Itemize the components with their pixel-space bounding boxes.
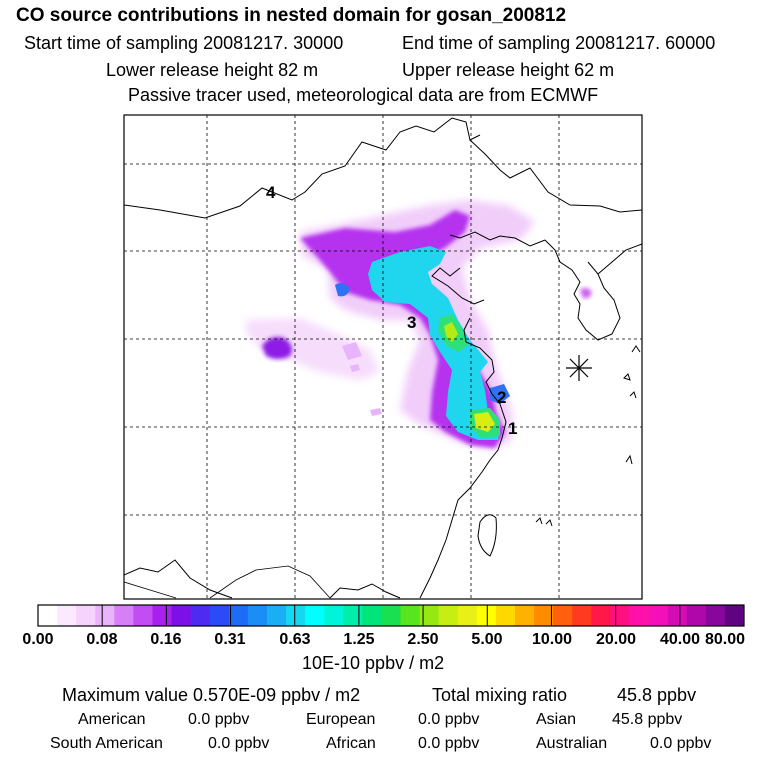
colorbar-cell <box>266 605 287 626</box>
colorbar-tick: 0.00 <box>22 631 54 648</box>
colorbar-cell <box>114 605 134 626</box>
colorbar-cell <box>190 605 211 626</box>
colorbar-cell <box>534 605 554 626</box>
map-frame <box>123 114 643 600</box>
colorbar-cell <box>133 605 153 626</box>
colorbar-tick: 10.00 <box>531 631 573 648</box>
colorbar-cell <box>629 605 650 626</box>
colorbar-cell <box>591 605 611 626</box>
colorbar-tick: 0.31 <box>214 631 246 648</box>
colorbar-cell <box>648 605 669 626</box>
source-value: 0.0 ppbv <box>208 735 270 752</box>
colorbar-cell <box>438 605 459 626</box>
colorbar-tick: 20.00 <box>595 631 637 648</box>
colorbar-tick: 0.63 <box>279 631 311 648</box>
plume-blue-edge <box>335 283 350 297</box>
colorbar-cell <box>57 605 77 626</box>
colorbar-tick: 0.08 <box>86 631 118 648</box>
colorbar-cell <box>305 605 325 626</box>
colorbar-tick: 40.00 <box>659 631 701 648</box>
colorbar-cell <box>324 605 344 626</box>
tracer-note: Passive tracer used, meteorological data… <box>128 85 599 105</box>
colorbar-cell <box>362 605 382 626</box>
colorbar-cell <box>457 605 478 626</box>
source-value: 0.0 ppbv <box>188 711 250 728</box>
plume-cyan <box>368 246 500 440</box>
colorbar-cell <box>95 605 115 626</box>
colorbar-cell <box>152 605 173 626</box>
source-name: European <box>306 711 376 728</box>
plume-korea <box>580 287 592 299</box>
concentration-field <box>245 200 592 450</box>
colorbar-tick: 1.25 <box>343 631 375 648</box>
plume-yellow-north <box>444 322 458 342</box>
source-value: 45.8 ppbv <box>612 711 683 728</box>
colorbar-cell <box>247 605 268 626</box>
coastlines <box>124 117 642 599</box>
colorbar-cell <box>343 605 363 626</box>
source-value: 0.0 ppbv <box>418 735 480 752</box>
upper-release-height-label: Upper release height 62 m <box>402 60 615 80</box>
colorbar-cell <box>686 605 707 626</box>
colorbar-tick: 80.00 <box>704 631 746 648</box>
plume-faint-west <box>245 318 380 380</box>
colorbar-cell <box>515 605 535 626</box>
colorbar-cell <box>286 605 306 626</box>
country-borders <box>124 565 331 599</box>
colorbar-frame <box>37 604 745 627</box>
source-value: 0.0 ppbv <box>418 711 480 728</box>
lower-release-height-label: Lower release height 82 m <box>106 60 319 80</box>
region-label-3: 3 <box>407 313 416 332</box>
colorbar-cell <box>209 605 230 626</box>
colorbar-cell <box>171 605 192 626</box>
source-name: South American <box>50 735 163 752</box>
total-mixing-ratio-label: Total mixing ratio <box>432 685 568 705</box>
plume-speckles <box>342 342 382 416</box>
colorbar-tick: 5.00 <box>471 631 503 648</box>
region-label-4: 4 <box>266 183 276 202</box>
colorbar-cell <box>76 605 96 626</box>
colorbar-cell <box>553 605 573 626</box>
graticule <box>124 115 642 599</box>
colorbar-cell <box>476 605 497 626</box>
plume-blue-south <box>490 384 510 404</box>
receptor-star-icon <box>566 355 592 381</box>
total-mixing-ratio-value: 45.8 ppbv <box>617 685 697 705</box>
colorbar-units: 10E-10 ppbv / m2 <box>302 653 445 673</box>
colorbar-cell <box>610 605 631 626</box>
colorbar-cell <box>228 605 249 626</box>
colorbar-cell <box>381 605 402 626</box>
colorbar-cell <box>705 605 726 626</box>
colorbar-cell <box>38 605 58 626</box>
maximum-value-label: Maximum value 0.570E-09 ppbv / m2 <box>62 685 361 705</box>
colorbar-tick: 2.50 <box>407 631 439 648</box>
source-value: 0.0 ppbv <box>650 735 712 752</box>
colorbar-cell <box>495 605 516 626</box>
colorbar-cell <box>572 605 592 626</box>
source-name: Australian <box>536 735 608 752</box>
source-name: African <box>326 735 376 752</box>
start-time-label: Start time of sampling 20081217. 30000 <box>24 33 344 53</box>
end-time-label: End time of sampling 20081217. 60000 <box>402 33 716 53</box>
colorbar-cell <box>724 605 745 626</box>
colorbar-cell <box>667 605 688 626</box>
region-label-1: 1 <box>508 419 517 438</box>
source-name: Asian <box>536 711 577 728</box>
colorbar-cell <box>400 605 421 626</box>
colorbar <box>37 604 745 627</box>
plot-title: CO source contributions in nested domain… <box>16 5 567 26</box>
colorbar-tick: 0.16 <box>150 631 182 648</box>
plume-purple-blob <box>262 337 292 359</box>
source-name: American <box>78 711 146 728</box>
colorbar-cells <box>38 605 745 626</box>
region-label-2: 2 <box>497 388 506 407</box>
colorbar-cell <box>419 605 440 626</box>
